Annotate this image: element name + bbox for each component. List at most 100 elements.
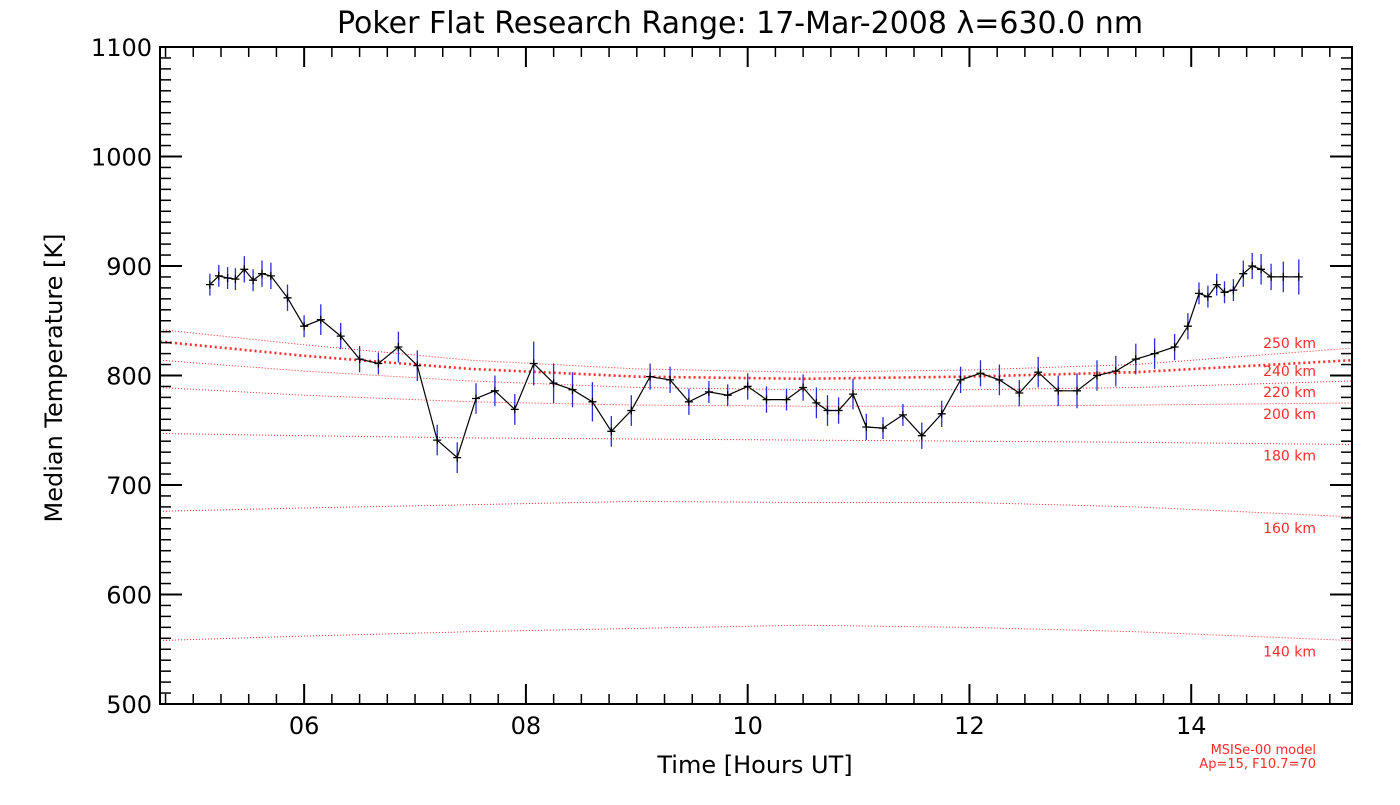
- data-point: [823, 406, 832, 415]
- plot-area: 140 km 160 km 180 km 200 km 220 km 240 km 250 …: [159, 252, 1353, 661]
- data-point: [1220, 288, 1229, 297]
- data-point: [394, 343, 403, 351]
- model-label-140-km: 140 km: [1263, 645, 1316, 661]
- data-point: [316, 315, 325, 324]
- data-point: [1131, 355, 1140, 364]
- data-point: [433, 436, 442, 445]
- data-point: [214, 271, 223, 280]
- model-footer-line-2: Ap=15, F10.7=70: [1199, 757, 1316, 772]
- x-tick-label: 06: [289, 712, 320, 740]
- data-point: [646, 372, 655, 381]
- x-tick-label: 14: [1176, 712, 1207, 740]
- model-curve-180-km: [159, 433, 1353, 445]
- data-point: [510, 405, 519, 414]
- data-point: [898, 410, 907, 419]
- y-tick-label: 600: [106, 582, 152, 610]
- data-point: [1248, 262, 1257, 270]
- model-label-220-km: 220 km: [1263, 385, 1316, 401]
- data-point: [627, 406, 636, 415]
- data-point: [1294, 272, 1303, 281]
- model-footer-line-1: MSISe-00 model: [1211, 743, 1316, 758]
- model-curve-220-km: [159, 359, 1353, 391]
- data-point: [995, 375, 1004, 384]
- data-point: [472, 394, 480, 403]
- data-point: [568, 385, 577, 394]
- data-point: [249, 276, 258, 285]
- data-point: [879, 424, 887, 433]
- data-point: [956, 375, 965, 384]
- data-point: [549, 379, 558, 388]
- data-point: [374, 359, 383, 368]
- axes: 06 08 10 12 14 500 600 700 800 900 1000 1100: [91, 34, 1353, 740]
- data-point: [490, 386, 499, 395]
- data-point: [1257, 265, 1266, 274]
- x-tick-label: 10: [732, 712, 763, 740]
- y-tick-label: 900: [106, 253, 152, 281]
- y-tick-label: 1000: [91, 144, 152, 172]
- data-point: [1183, 322, 1192, 331]
- data-point: [1111, 367, 1120, 376]
- data-point: [849, 390, 857, 399]
- data-point: [1229, 286, 1238, 295]
- data-point: [1015, 389, 1024, 397]
- x-tick-label: 08: [511, 712, 542, 740]
- data-point: [812, 398, 821, 407]
- y-tick-label: 1100: [91, 34, 152, 62]
- data-point: [1212, 280, 1221, 289]
- data-point: [782, 395, 791, 404]
- data-point: [413, 361, 422, 370]
- data-point: [588, 397, 597, 406]
- data-point: [355, 355, 364, 364]
- data-point: [684, 397, 693, 406]
- y-tick-label: 700: [106, 472, 152, 500]
- y-tick-label: 500: [106, 691, 152, 719]
- model-curve-250-km: [159, 329, 1353, 373]
- data-point: [1073, 386, 1081, 395]
- model-curve-240-km: [159, 340, 1353, 381]
- data-point: [723, 391, 732, 400]
- x-tick-label: 12: [954, 712, 985, 740]
- data-point: [283, 293, 292, 302]
- model-label-180-km: 180 km: [1263, 449, 1316, 465]
- data-point: [799, 383, 808, 392]
- data-point: [1279, 272, 1288, 281]
- data-point: [937, 409, 946, 418]
- data-point: [240, 265, 249, 274]
- data-point: [1203, 292, 1212, 301]
- model-curve-160-km: [159, 500, 1353, 518]
- data-point: [762, 395, 771, 404]
- data-point: [834, 406, 843, 415]
- data-point: [205, 280, 214, 289]
- model-label-160-km: 160 km: [1263, 521, 1316, 537]
- data-point: [258, 269, 266, 278]
- data-point: [529, 359, 538, 368]
- data-point: [666, 375, 675, 384]
- model-curve-200-km: [159, 387, 1353, 407]
- data-point: [300, 322, 309, 331]
- data-point: [1034, 368, 1043, 377]
- data-point: [743, 382, 752, 391]
- model-label-200-km: 200 km: [1263, 407, 1316, 423]
- data-point: [1150, 349, 1159, 358]
- data-point: [231, 275, 240, 284]
- data-point: [223, 274, 232, 282]
- data-point: [607, 427, 616, 436]
- data-point: [266, 271, 275, 280]
- data-point: [453, 453, 462, 462]
- data-point: [1195, 289, 1203, 298]
- data-point: [1267, 272, 1276, 281]
- data-point: [862, 423, 871, 431]
- data-point: [1093, 371, 1101, 380]
- x-axis-label: Time [Hours UT]: [656, 751, 852, 779]
- data-point: [1239, 269, 1248, 278]
- y-tick-label: 800: [106, 363, 152, 391]
- data-point: [1170, 343, 1179, 351]
- chart-title: Poker Flat Research Range: 17-Mar-2008 λ…: [337, 6, 1143, 41]
- plot-frame: [159, 46, 1353, 705]
- data-point: [917, 431, 926, 440]
- model-label-240-km: 240 km: [1263, 364, 1316, 380]
- data-point: [704, 387, 713, 396]
- data-point: [1054, 386, 1063, 395]
